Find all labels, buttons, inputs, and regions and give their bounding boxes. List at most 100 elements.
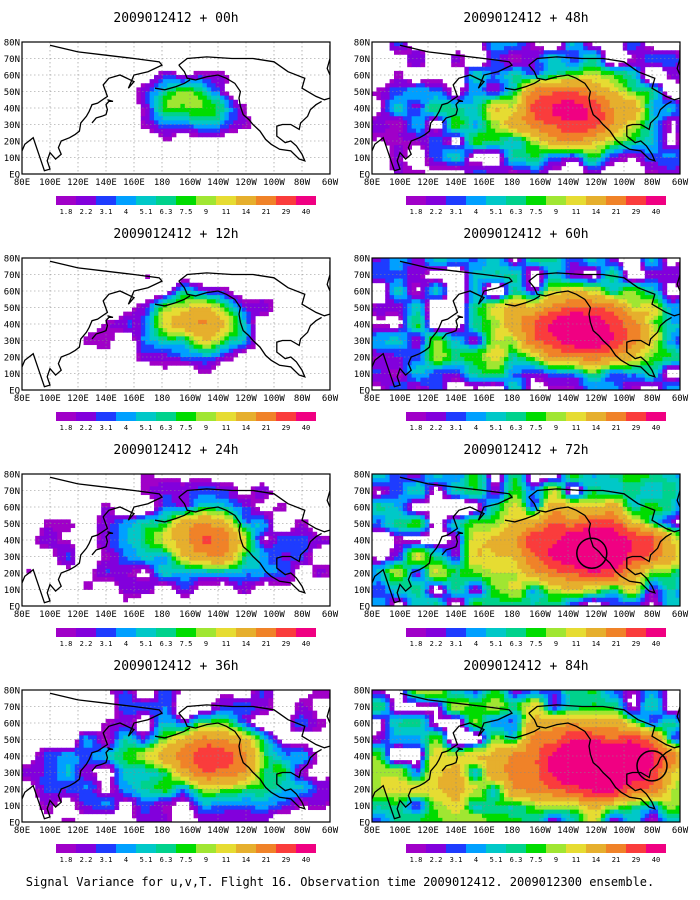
scale-swatch: [136, 844, 156, 853]
target-circle: [636, 750, 668, 782]
lat-label: 50N: [354, 736, 370, 746]
scale-swatch: [626, 412, 646, 421]
lon-label: 80E: [364, 826, 380, 836]
lat-label: 60N: [4, 504, 20, 514]
scale-swatch: [646, 196, 666, 205]
coastline: [441, 747, 464, 772]
scale-label: 9: [204, 424, 208, 432]
lon-label: 160W: [179, 826, 201, 836]
coastline: [22, 692, 164, 820]
scale-swatch: [116, 628, 136, 637]
scale-swatch: [606, 196, 626, 205]
coastline: [178, 64, 322, 162]
lat-label: 40N: [354, 321, 370, 331]
scale-label: 1.8: [60, 424, 73, 432]
lat-label: 80N: [4, 39, 20, 49]
scale-swatch: [256, 196, 276, 205]
coastline: [178, 704, 330, 749]
scale-swatch: [116, 196, 136, 205]
coastline: [326, 477, 330, 508]
lon-label: 60W: [672, 826, 689, 836]
scale-swatch: [566, 628, 586, 637]
lon-label: 80W: [294, 394, 311, 404]
lon-label: 60W: [322, 178, 339, 188]
panel-title: 2009012412 + 48h: [463, 11, 588, 26]
scale-swatch: [136, 628, 156, 637]
lat-label: 20N: [354, 786, 370, 796]
scale-swatch: [196, 412, 216, 421]
scale-swatch: [526, 412, 546, 421]
scale-label: 11: [222, 640, 230, 648]
scale-swatch: [76, 628, 96, 637]
variance-field: [372, 474, 680, 606]
target-circle: [576, 537, 608, 569]
scale-label: 40: [652, 424, 660, 432]
scale-label: 1.8: [410, 424, 423, 432]
coastline: [504, 511, 541, 523]
lat-label: 40N: [4, 321, 20, 331]
lon-label: 100E: [389, 394, 411, 404]
scale-label: 9: [554, 424, 558, 432]
scale-label: 4: [474, 424, 478, 432]
scale-swatch: [406, 628, 426, 637]
scale-label: 3.1: [100, 208, 113, 216]
scale-swatch: [236, 844, 256, 853]
scale-label: 9: [204, 208, 208, 216]
scale-swatch: [426, 628, 446, 637]
lon-label: 80E: [14, 178, 30, 188]
scale-label: 3.1: [450, 208, 463, 216]
lat-label: 30N: [354, 337, 370, 347]
scale-label: 4: [124, 856, 128, 864]
lat-label: 10N: [354, 370, 370, 380]
scale-swatch: [176, 628, 196, 637]
lon-label: 100W: [613, 394, 635, 404]
scale-swatch: [406, 844, 426, 853]
scale-swatch: [626, 844, 646, 853]
scale-swatch: [176, 196, 196, 205]
scale-label: 21: [262, 856, 270, 864]
scale-label: 3.1: [450, 856, 463, 864]
scale-swatch: [506, 196, 526, 205]
lon-label: 120E: [417, 610, 439, 620]
scale-swatch: [236, 196, 256, 205]
lat-label: 60N: [4, 72, 20, 82]
scale-label: 5.1: [490, 424, 503, 432]
map-frame: [21, 41, 331, 175]
scale-label: 21: [262, 208, 270, 216]
scale-swatch: [546, 196, 566, 205]
lon-label: 120E: [417, 178, 439, 188]
scale-swatch: [486, 196, 506, 205]
panel-title: 2009012412 + 84h: [463, 659, 588, 674]
scale-label: 4: [124, 208, 128, 216]
variance-field: [22, 690, 330, 822]
coastline: [154, 727, 191, 739]
scale-label: 9: [554, 640, 558, 648]
scale-swatch: [646, 844, 666, 853]
lon-label: 160E: [123, 610, 145, 620]
lat-label: EQ: [9, 603, 20, 613]
lat-label: 40N: [354, 537, 370, 547]
lat-label: 80N: [354, 687, 370, 697]
scale-swatch: [176, 844, 196, 853]
scale-swatch: [466, 628, 486, 637]
lon-label: 160E: [473, 178, 495, 188]
scale-swatch: [76, 196, 96, 205]
scale-swatch: [256, 412, 276, 421]
scale-swatch: [626, 628, 646, 637]
lat-label: 20N: [4, 570, 20, 580]
lon-label: 100W: [263, 178, 285, 188]
scale-swatch: [236, 628, 256, 637]
scale-label: 2.2: [80, 856, 93, 864]
scale-label: 6.3: [510, 208, 523, 216]
map-panel: 2009012412 + 72h 80N 70N 60N 50N 40N 30N 20N 10N…: [354, 443, 689, 648]
scale-swatch: [256, 844, 276, 853]
scale-swatch: [96, 844, 116, 853]
lon-label: 80E: [14, 826, 30, 836]
coastline: [91, 99, 114, 124]
scale-swatch: [156, 196, 176, 205]
scale-label: 7.5: [530, 424, 543, 432]
scale-swatch: [96, 628, 116, 637]
scale-label: 7.5: [530, 640, 543, 648]
lon-label: 180: [154, 394, 170, 404]
scale-swatch: [566, 196, 586, 205]
